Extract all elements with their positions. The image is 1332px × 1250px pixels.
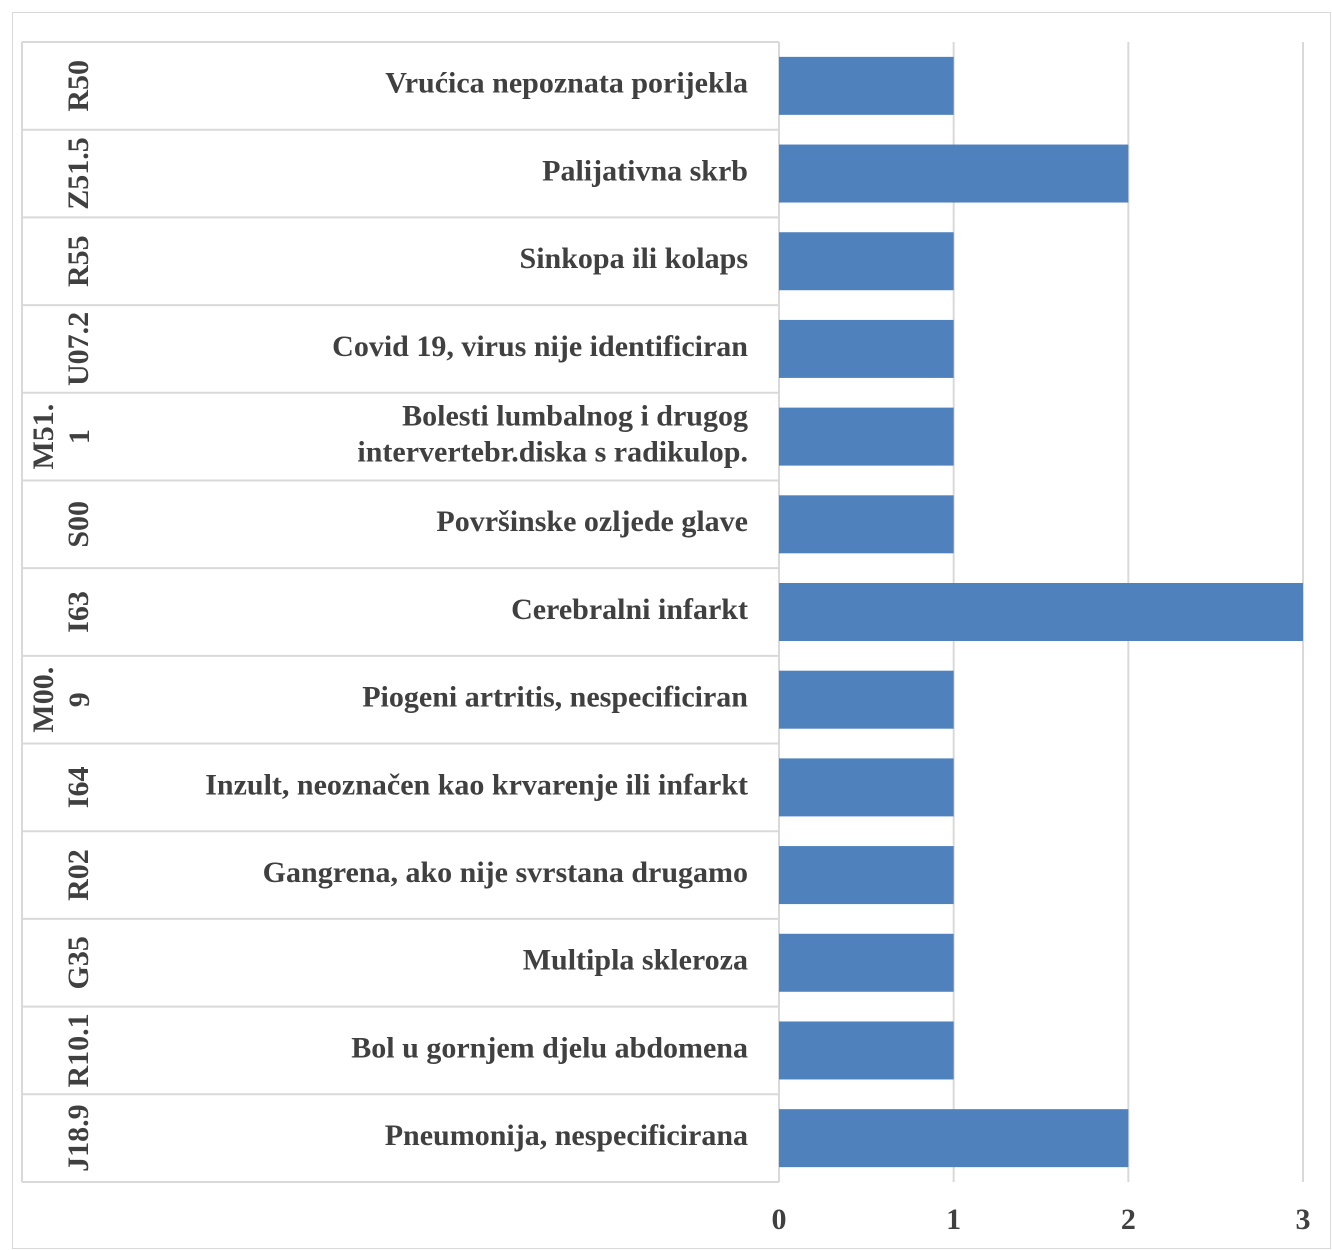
code-group: G35 (62, 936, 95, 989)
code-label: Z51.5 (62, 137, 95, 210)
code-group: Z51.5 (62, 137, 95, 210)
code-group: M00. 9 (27, 667, 96, 733)
bar (779, 56, 954, 115)
category-label: Multipla skleroza (523, 944, 748, 977)
code-group: S00 (62, 501, 95, 548)
code-group: R10.1 (62, 1013, 95, 1087)
category-label-line: Bolesti lumbalnog i drugog (402, 400, 748, 433)
bar (779, 670, 954, 729)
code-label-line: 1 (63, 429, 96, 444)
code-group: R50 (62, 60, 95, 112)
x-tick-label: 0 (772, 1203, 787, 1236)
code-label-line: M51. (27, 404, 60, 470)
code-label: G35 (62, 936, 95, 989)
code-label: I64 (62, 767, 95, 809)
code-group: M51. 1 (27, 404, 96, 470)
code-label-line: 9 (63, 692, 96, 707)
code-label-line: M00. (27, 667, 60, 733)
code-label: R02 (62, 849, 95, 901)
x-tick-label: 1 (946, 1203, 961, 1236)
chart-frame (12, 12, 1331, 1249)
bar (779, 144, 1129, 203)
category-label: Covid 19, virus nije identificiran (332, 330, 748, 363)
code-label: J18.9 (62, 1104, 95, 1172)
code-label: R10.1 (62, 1013, 95, 1087)
code-label: R55 (62, 235, 95, 287)
x-tick-label: 3 (1296, 1203, 1311, 1236)
bar (779, 407, 954, 466)
code-label: I63 (62, 591, 95, 633)
code-label: M00. 9 (27, 667, 96, 733)
code-group: J18.9 (62, 1104, 95, 1172)
category-label: Gangrena, ako nije svrstana drugamo (263, 856, 748, 889)
category-label: Cerebralni infarkt (511, 593, 748, 626)
category-label: Površinske ozljede glave (436, 505, 748, 538)
code-label: R50 (62, 60, 95, 112)
code-group: U07.2 (62, 312, 95, 386)
category-label-line: intervertebr.diska s radikulop. (357, 436, 748, 469)
code-group: I64 (62, 767, 95, 809)
code-label: M51. 1 (27, 404, 96, 470)
category-label: Palijativna skrb (542, 154, 748, 187)
bar (779, 583, 1303, 641)
category-label: Vrućica nepoznata porijekla (385, 67, 748, 100)
x-tick-label: 2 (1121, 1203, 1136, 1236)
bar (779, 495, 954, 554)
category-label: Inzult, neoznačen kao krvarenje ili infa… (205, 768, 748, 801)
code-group: I63 (62, 591, 95, 633)
code-label: S00 (62, 501, 95, 548)
category-label: Pneumonija, nespecificirana (385, 1119, 748, 1152)
code-label: U07.2 (62, 312, 95, 386)
bar (779, 933, 954, 992)
bar (779, 232, 954, 291)
category-label: Bolesti lumbalnog i drugog intervertebr.d… (357, 400, 748, 469)
category-label: Sinkopa ili kolaps (520, 242, 748, 275)
category-label: Piogeni artritis, nespecificiran (362, 681, 748, 714)
bar (779, 758, 954, 817)
category-label: Bol u gornjem djelu abdomena (351, 1031, 748, 1064)
bar (779, 1109, 1129, 1168)
bar (779, 846, 954, 905)
code-group: R55 (62, 235, 95, 287)
bar (779, 1021, 954, 1080)
code-group: R02 (62, 849, 95, 901)
bar (779, 319, 954, 378)
